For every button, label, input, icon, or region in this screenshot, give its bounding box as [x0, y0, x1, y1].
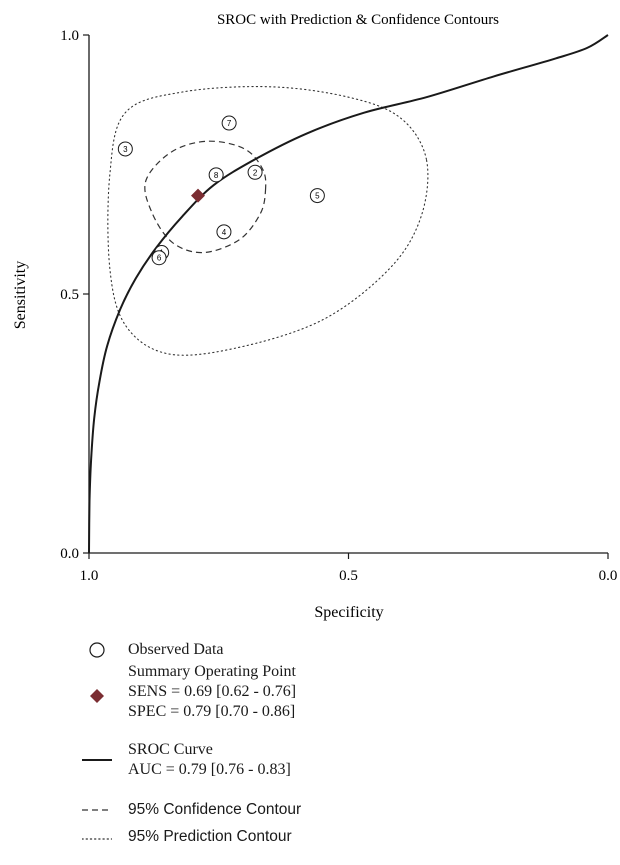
x-axis-label: Specificity — [314, 604, 383, 621]
legend-symbol-prediction — [82, 838, 112, 840]
observed-point-2 — [247, 164, 263, 180]
prediction-contour — [107, 86, 429, 356]
observed-point-label: 5 — [315, 192, 320, 201]
y-tick-label: 0.5 — [60, 287, 79, 303]
legend-diamond-icon — [90, 689, 104, 703]
observed-point-label: 2 — [253, 168, 258, 177]
observed-point-5 — [309, 188, 325, 204]
summary-point-layer — [190, 188, 205, 203]
legend-text: AUC = 0.79 [0.76 - 0.83] — [128, 761, 291, 778]
y-tick-label: 0.0 — [60, 546, 79, 562]
observed-point-label: 4 — [222, 228, 227, 237]
prediction-contour-layer — [107, 86, 429, 356]
confidence-contour — [144, 140, 267, 254]
legend-symbol-observed — [89, 642, 105, 658]
observed-point-label: 7 — [227, 119, 232, 128]
legend-text: SPEC = 0.79 [0.70 - 0.86] — [128, 703, 296, 720]
observed-point-label: 6 — [157, 254, 162, 263]
legend-text: Observed Data — [128, 641, 224, 658]
observed-point-8 — [208, 167, 224, 183]
sroc-curve-layer — [88, 34, 609, 554]
legend-text: 95% Confidence Contour — [128, 801, 302, 818]
legend-text: SENS = 0.69 [0.62 - 0.76] — [128, 683, 297, 700]
y-tick-label: 1.0 — [60, 28, 79, 44]
observed-point-3 — [117, 141, 133, 157]
legend-text: SROC Curve — [128, 741, 213, 758]
axes: 0.0 0.5 1.0 1.0 0.5 0.0 — [60, 28, 617, 584]
legend-symbol-summary — [90, 689, 104, 703]
legend-symbol-sroc — [82, 759, 112, 761]
observed-point-6 — [151, 250, 167, 266]
observed-point-7 — [221, 115, 237, 131]
confidence-contour-layer — [144, 140, 267, 254]
sroc-curve — [88, 34, 609, 554]
observed-point-label: 3 — [123, 145, 128, 154]
legend-circle-icon — [89, 642, 105, 658]
x-tick-label: 0.5 — [339, 568, 358, 584]
chart-title: SROC with Prediction & Confidence Contou… — [217, 12, 499, 28]
legend-text: 95% Prediction Contour — [128, 828, 292, 845]
observed-point-label: 8 — [214, 171, 219, 180]
x-tick-label: 0.0 — [599, 568, 618, 584]
observed-points-layer: 12345678 — [117, 115, 325, 266]
x-tick-label: 1.0 — [80, 568, 99, 584]
legend-symbol-confidence — [82, 809, 112, 811]
legend-text: Summary Operating Point — [128, 663, 296, 680]
y-axis-label: Sensitivity — [12, 261, 29, 329]
summary-operating-point — [190, 188, 205, 203]
observed-point-4 — [216, 224, 232, 240]
